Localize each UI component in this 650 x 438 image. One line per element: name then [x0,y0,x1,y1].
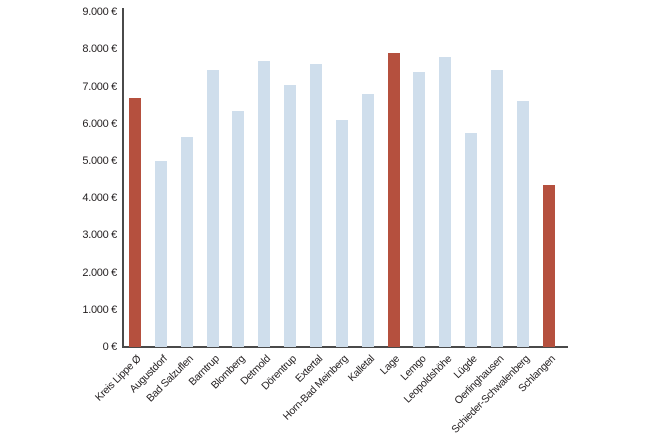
bar-Lemgo [413,71,426,347]
y-tick-label: 5.000 € [82,155,117,167]
bar-Horn-Bad Meinberg [335,120,348,347]
bar-Kalletal [361,94,374,347]
bar-Schlangen [542,185,555,347]
bar-Extertal [309,64,322,347]
y-tick-label: 6.000 € [82,117,117,130]
bar-Dörentrup [284,84,297,347]
bar-Blomberg [232,110,245,347]
bar-Bad Salzuflen [180,136,193,347]
bar-Leopoldshöhe [439,56,452,347]
bar-Schieder-Schwalenberg [516,101,529,347]
y-tick-label: 3.000 € [82,229,117,242]
bar-Barntrup [206,69,219,347]
bar-Lügde [465,133,478,347]
y-tick-label: 1.000 € [82,303,117,316]
y-tick-label: 9.000 € [82,6,117,19]
x-category-label: Kalletal [345,352,377,385]
x-axis [122,346,568,348]
y-tick-label: 2.000 € [82,266,117,279]
y-tick-label: 0 € [102,341,118,353]
y-tick-label: 7.000 € [82,80,117,93]
y-tick-label: 8.000 € [82,43,117,56]
y-tick-label: 4.000 € [82,192,117,205]
bar-Oerlinghausen [490,69,503,347]
bar-Kreis Lippe Ø [129,97,141,347]
bar-Lage [387,53,400,347]
bar-Augustdorf [154,161,167,347]
bar-Detmold [258,60,271,347]
y-axis [122,8,124,348]
